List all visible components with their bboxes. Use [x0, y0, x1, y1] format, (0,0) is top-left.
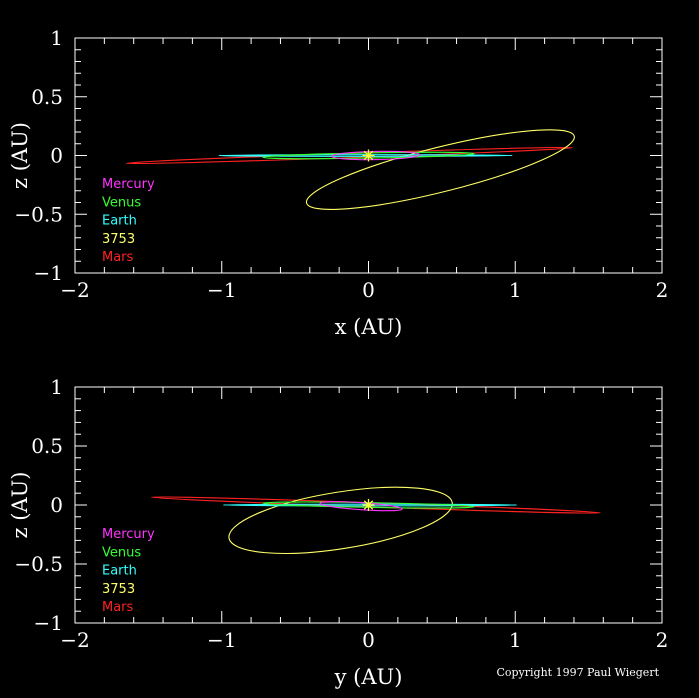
legend: Mercury Venus Earth 3753 Mars	[102, 177, 155, 265]
y-tick-label: −0.5	[14, 552, 63, 576]
x-axis-title: y (AU)	[334, 665, 403, 689]
sun-marker	[362, 149, 375, 162]
panel-bottom: −2 −1 0 1 2−1−0.500.51y (AU)z (AU) MercuryVen…	[8, 375, 668, 689]
orbit-mars	[125, 146, 573, 165]
legend: Mercury Venus Earth 3753 Mars	[102, 527, 155, 615]
legend-item-mars: Mars	[102, 250, 134, 265]
y-tick-label: 1	[50, 375, 63, 399]
y-tick-label: 0.5	[31, 434, 63, 458]
x-tick-label: 1	[509, 628, 522, 652]
y-tick-label: 0.5	[31, 85, 63, 109]
x-tick-label: 2	[656, 628, 669, 652]
x-tick-label: −2	[60, 278, 89, 302]
sun-marker-stroke	[363, 500, 374, 510]
legend-item-earth: Earth	[102, 564, 137, 579]
y-tick-label: 0	[50, 493, 63, 517]
y-axis-title: z (AU)	[8, 472, 32, 539]
y-tick-label: −1	[34, 611, 63, 635]
x-tick-label: 1	[509, 278, 522, 302]
y-tick-label: −1	[34, 261, 63, 285]
orbit-mars	[150, 496, 601, 514]
legend-item-3753: 3753	[102, 232, 135, 247]
legend-item-venus: Venus	[102, 545, 141, 560]
legend-item-mars: Mars	[102, 600, 134, 615]
legend-item-mercury: Mercury	[102, 177, 155, 192]
y-tick-label: 1	[50, 26, 63, 50]
sun-marker	[362, 499, 375, 511]
x-tick-label: −1	[207, 278, 236, 302]
x-tick-label: 0	[362, 628, 375, 652]
y-axis-title: z (AU)	[8, 122, 32, 189]
panel-top: −2 −1 0 1 2−1−0.500.51x (AU)z (AU) MercuryVen…	[8, 26, 668, 339]
orbit-mercury	[331, 150, 421, 161]
y-tick-label: −0.5	[14, 202, 63, 226]
legend-item-earth: Earth	[102, 214, 137, 229]
copyright-text: Copyright 1997 Paul Wiegert	[496, 666, 659, 679]
y-tick-label: 0	[50, 144, 63, 168]
orbit-3753	[305, 129, 575, 210]
orbit-3753	[228, 486, 453, 554]
legend-item-venus: Venus	[102, 195, 141, 210]
x-tick-label: 2	[656, 278, 669, 302]
x-tick-label: 0	[362, 278, 375, 302]
x-axis-title: x (AU)	[335, 315, 403, 339]
legend-item-mercury: Mercury	[102, 527, 155, 542]
legend-item-3753: 3753	[102, 582, 135, 597]
x-tick-label: −2	[60, 628, 89, 652]
orbit-mercury	[319, 501, 403, 512]
x-tick-label: −1	[207, 628, 236, 652]
sun-marker-stroke	[363, 150, 374, 161]
orbit-earth	[218, 154, 513, 157]
